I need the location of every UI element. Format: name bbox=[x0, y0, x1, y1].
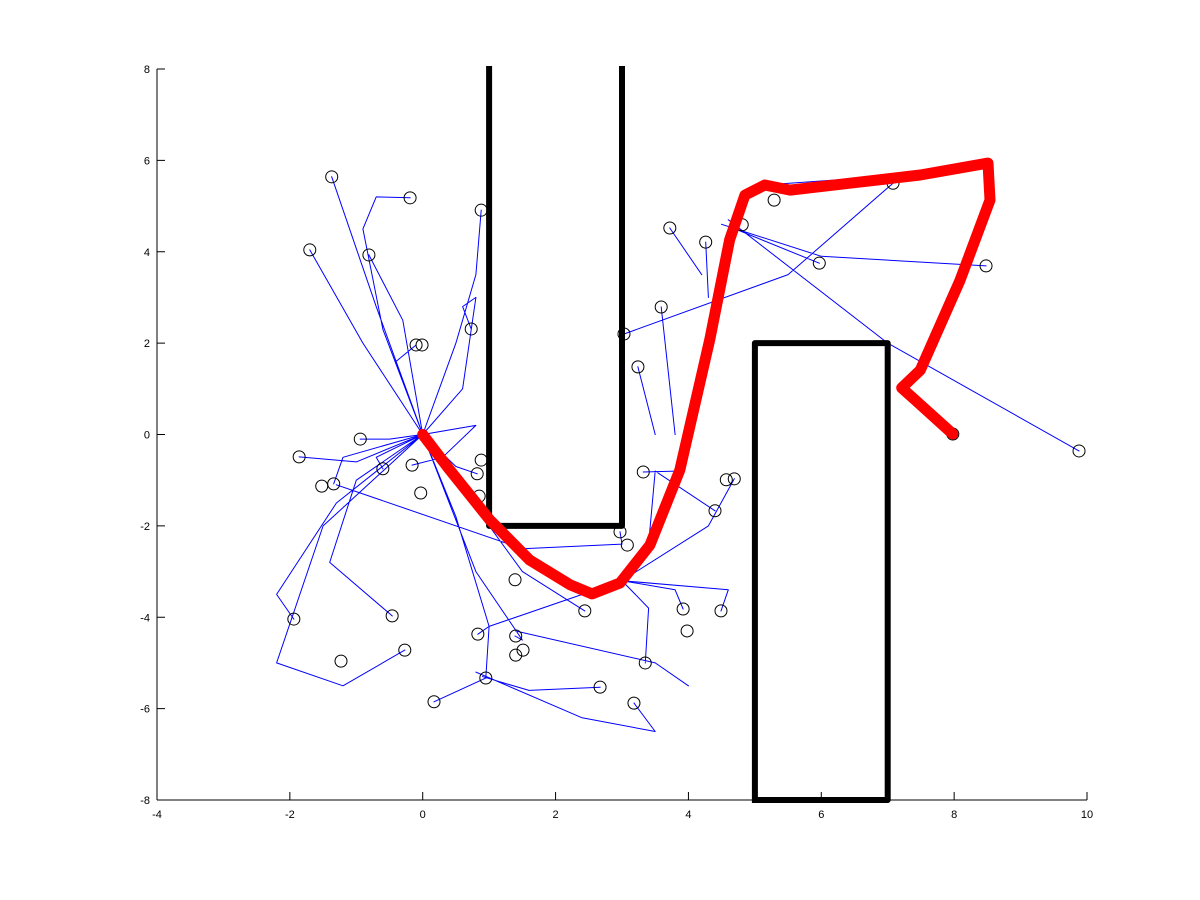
x-tick-label: 4 bbox=[685, 809, 691, 821]
node-marker bbox=[303, 243, 317, 257]
x-tick-label: 0 bbox=[420, 809, 426, 821]
node-marker bbox=[471, 627, 485, 641]
series-line bbox=[417, 157, 996, 600]
node-marker bbox=[680, 624, 694, 638]
y-tick-label: 6 bbox=[144, 155, 150, 167]
node-marker bbox=[325, 170, 339, 184]
node-marker bbox=[376, 462, 390, 476]
node-marker bbox=[353, 432, 367, 446]
node-marker bbox=[414, 486, 428, 500]
node-marker bbox=[593, 680, 607, 694]
node-marker bbox=[727, 472, 741, 486]
y-tick-label: 2 bbox=[144, 338, 150, 350]
node-marker bbox=[403, 191, 417, 205]
x-tick-label: 10 bbox=[1081, 809, 1093, 821]
node-marker bbox=[405, 458, 419, 472]
y-tick-label: 8 bbox=[144, 64, 150, 76]
node-marker bbox=[979, 259, 993, 273]
node-marker bbox=[508, 573, 522, 587]
x-tick-label: 2 bbox=[553, 809, 559, 821]
node-marker bbox=[719, 473, 733, 487]
node-marker bbox=[714, 604, 728, 618]
node-marker bbox=[627, 696, 641, 710]
node-marker bbox=[767, 193, 781, 207]
node-marker bbox=[509, 629, 523, 643]
node-marker bbox=[315, 479, 329, 493]
y-tick-label: 4 bbox=[144, 247, 150, 259]
node-marker bbox=[1072, 444, 1086, 458]
node-marker bbox=[415, 338, 429, 352]
node-marker bbox=[636, 465, 650, 479]
series-line bbox=[486, 66, 891, 803]
y-tick-label: -8 bbox=[140, 795, 150, 807]
node-marker bbox=[292, 450, 306, 464]
node-marker bbox=[663, 221, 677, 235]
node-marker bbox=[516, 643, 530, 657]
node-marker bbox=[479, 671, 493, 685]
node-marker bbox=[334, 654, 348, 668]
node-marker bbox=[362, 248, 376, 262]
y-tick-label: 0 bbox=[144, 430, 150, 442]
node-marker bbox=[409, 338, 423, 352]
x-tick-label: -4 bbox=[152, 809, 162, 821]
y-tick-label: -2 bbox=[140, 521, 150, 533]
x-tick-label: 6 bbox=[818, 809, 824, 821]
node-marker bbox=[620, 538, 634, 552]
node-marker bbox=[708, 504, 722, 518]
node-marker bbox=[287, 612, 301, 626]
node-marker bbox=[578, 604, 592, 618]
node-marker bbox=[638, 656, 652, 670]
node-marker bbox=[385, 609, 399, 623]
node-marker bbox=[631, 360, 645, 374]
node-marker bbox=[812, 256, 826, 270]
y-tick-label: -4 bbox=[140, 612, 150, 624]
node-marker bbox=[654, 300, 668, 314]
x-tick-label: 8 bbox=[951, 809, 957, 821]
node-marker bbox=[509, 648, 523, 662]
node-marker bbox=[470, 467, 484, 481]
node-marker bbox=[676, 602, 690, 616]
y-tick-label: -6 bbox=[140, 704, 150, 716]
x-tick-label: -2 bbox=[285, 809, 295, 821]
node-marker bbox=[398, 643, 412, 657]
node-marker bbox=[699, 235, 713, 249]
node-marker bbox=[464, 322, 478, 336]
node-marker bbox=[427, 695, 441, 709]
